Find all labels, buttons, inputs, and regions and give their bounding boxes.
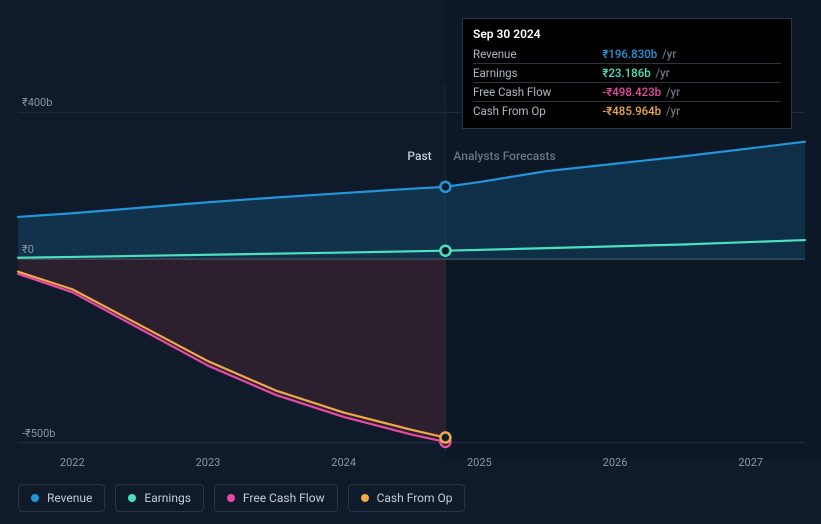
hover-tooltip: Sep 30 2024 Revenue₹196.830b /yrEarnings… <box>462 18 792 129</box>
y-tick-label: ₹400b <box>22 96 52 109</box>
legend-item-label: Revenue <box>47 491 92 505</box>
legend-dot-icon <box>31 494 39 502</box>
tooltip-row-value: -₹498.423b /yr <box>602 83 781 102</box>
legend-item-revenue[interactable]: Revenue <box>18 484 105 512</box>
tooltip-row-label: Free Cash Flow <box>473 83 602 102</box>
tooltip-row-value: -₹485.964b /yr <box>602 102 781 121</box>
legend-item-label: Cash From Op <box>377 491 453 505</box>
tooltip-table: Revenue₹196.830b /yrEarnings₹23.186b /yr… <box>473 45 781 120</box>
tooltip-row-label: Earnings <box>473 64 602 83</box>
legend: Revenue Earnings Free Cash Flow Cash From O… <box>18 484 465 512</box>
legend-item-cfo[interactable]: Cash From Op <box>348 484 466 512</box>
tooltip-row: Cash From Op-₹485.964b /yr <box>473 102 781 121</box>
tooltip-row-label: Revenue <box>473 45 602 64</box>
y-tick-label: ₹0 <box>22 243 34 256</box>
x-tick-label: 2022 <box>60 456 85 469</box>
legend-item-earnings[interactable]: Earnings <box>115 484 204 512</box>
legend-dot-icon <box>361 494 369 502</box>
tooltip-row: Revenue₹196.830b /yr <box>473 45 781 64</box>
x-tick-label: 2025 <box>467 456 492 469</box>
financials-chart: Sep 30 2024 Revenue₹196.830b /yrEarnings… <box>0 0 821 524</box>
legend-item-fcf[interactable]: Free Cash Flow <box>214 484 338 512</box>
tooltip-row-label: Cash From Op <box>473 102 602 121</box>
tooltip-row-value: ₹23.186b /yr <box>602 64 781 83</box>
tooltip-date: Sep 30 2024 <box>473 27 781 41</box>
y-tick-label: -₹500b <box>22 427 55 440</box>
x-tick-label: 2023 <box>196 456 221 469</box>
x-tick-label: 2026 <box>603 456 628 469</box>
forecast-label: Analysts Forecasts <box>453 149 555 163</box>
legend-item-label: Free Cash Flow <box>243 491 325 505</box>
legend-item-label: Earnings <box>144 491 191 505</box>
x-tick-label: 2024 <box>331 456 356 469</box>
tooltip-row: Free Cash Flow-₹498.423b /yr <box>473 83 781 102</box>
tooltip-row: Earnings₹23.186b /yr <box>473 64 781 83</box>
legend-dot-icon <box>227 494 235 502</box>
tooltip-row-value: ₹196.830b /yr <box>602 45 781 64</box>
past-label: Past <box>407 149 431 163</box>
legend-dot-icon <box>128 494 136 502</box>
x-tick-label: 2027 <box>738 456 763 469</box>
